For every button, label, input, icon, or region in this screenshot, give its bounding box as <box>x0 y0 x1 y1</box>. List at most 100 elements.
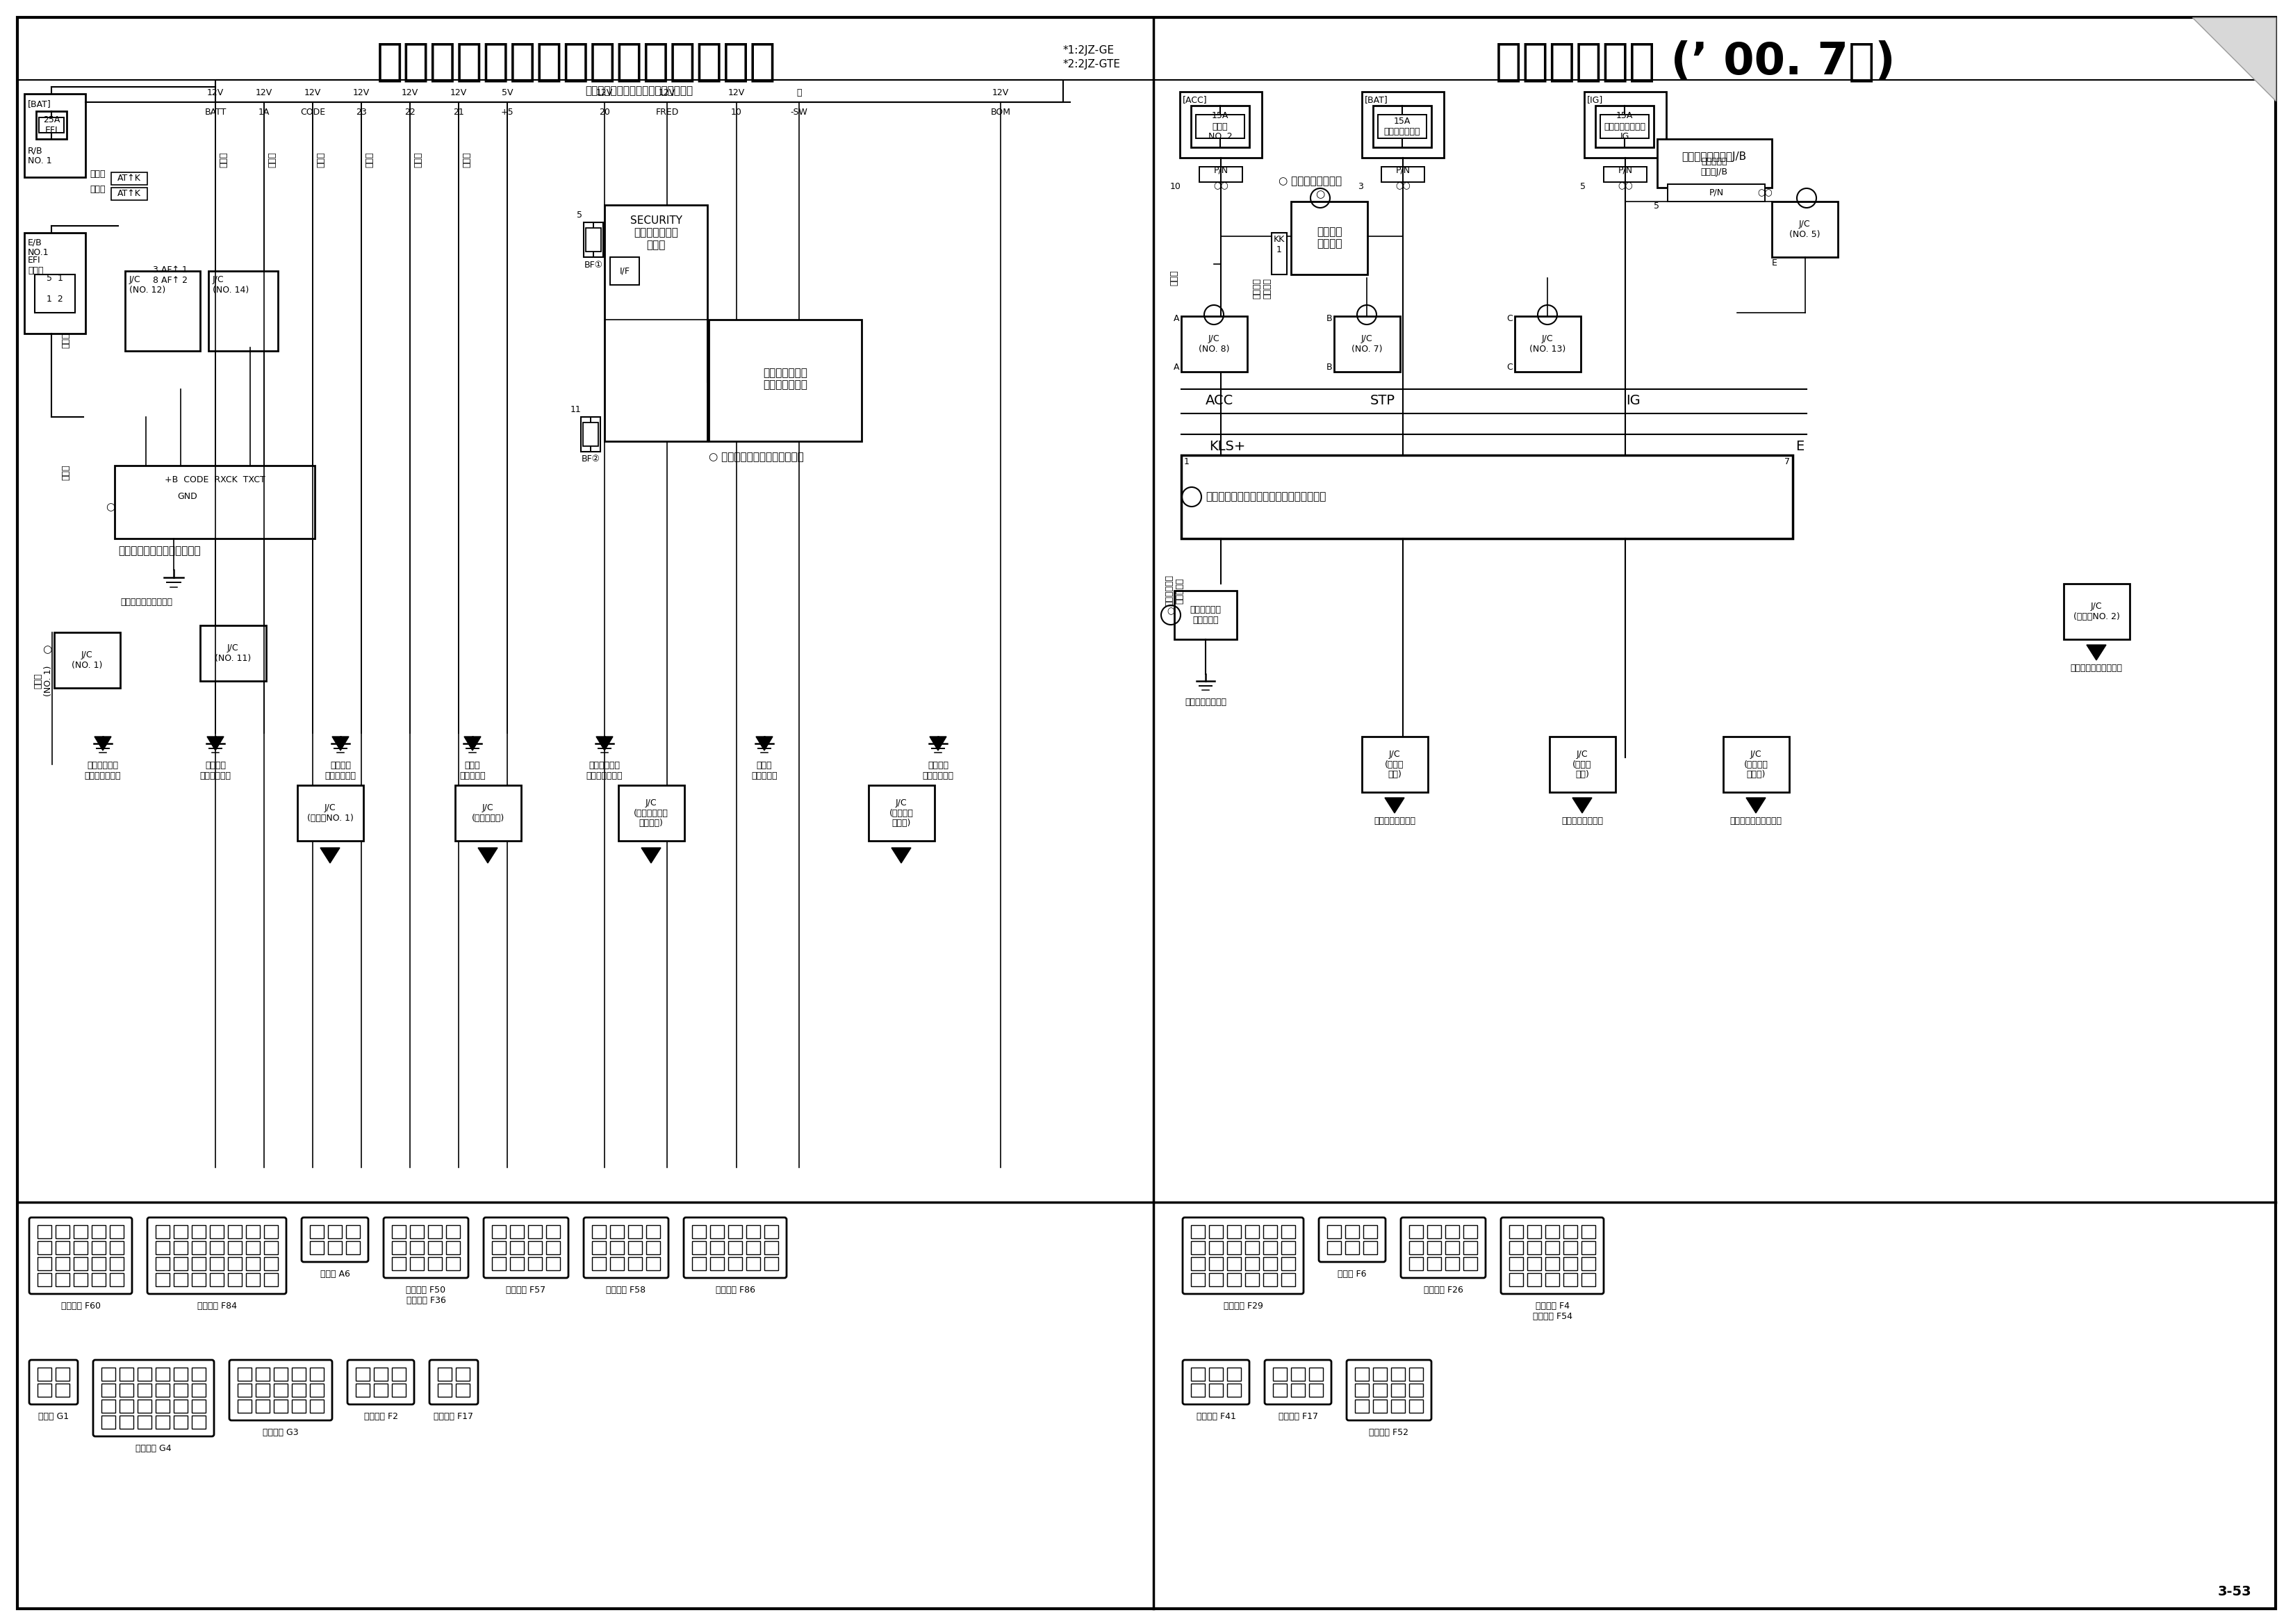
Bar <box>582 422 598 447</box>
Text: 乳白色ⓕ F60: 乳白色ⓕ F60 <box>62 1301 101 1311</box>
Text: ストップ
スイッチ: ストップ スイッチ <box>1316 226 1341 248</box>
Text: 21: 21 <box>454 107 463 117</box>
Bar <box>1181 91 1261 158</box>
Bar <box>764 1257 780 1270</box>
FancyBboxPatch shape <box>30 1218 133 1294</box>
Bar <box>456 1367 470 1380</box>
Bar <box>429 1241 443 1254</box>
Bar <box>1227 1257 1241 1270</box>
Bar <box>745 1257 761 1270</box>
Text: 5V: 5V <box>502 88 514 97</box>
Text: 5: 5 <box>578 211 582 219</box>
Bar <box>692 1226 706 1237</box>
Bar <box>2064 583 2130 640</box>
Text: +B  CODE  RXCK  TXCT: +B CODE RXCK TXCT <box>165 474 266 484</box>
Text: 15A
ストップランプ: 15A ストップランプ <box>1385 117 1419 136</box>
Bar <box>764 1241 780 1254</box>
Bar <box>1724 737 1789 793</box>
Bar <box>454 786 521 841</box>
Bar <box>110 1257 124 1270</box>
Bar <box>110 188 147 200</box>
Bar <box>509 1257 525 1270</box>
Bar <box>25 94 85 177</box>
Bar <box>328 1226 342 1237</box>
Bar <box>1362 1241 1378 1254</box>
Bar <box>1509 1257 1523 1270</box>
Bar <box>55 1241 69 1254</box>
Bar <box>92 1226 105 1237</box>
Bar <box>1408 1257 1424 1270</box>
Bar <box>1346 1226 1360 1237</box>
Bar <box>209 1226 225 1237</box>
Bar <box>1263 1241 1277 1254</box>
Bar <box>245 1257 259 1270</box>
Text: 23: 23 <box>355 107 367 117</box>
Bar <box>1545 1226 1559 1237</box>
Text: 12V: 12V <box>305 88 321 97</box>
Bar <box>592 1257 605 1270</box>
Text: 1: 1 <box>1183 458 1190 466</box>
Bar <box>1208 1257 1222 1270</box>
Text: 前色ⓕ F6: 前色ⓕ F6 <box>1337 1270 1367 1278</box>
Text: ○: ○ <box>105 502 115 513</box>
Text: J/C
(カウル中央): J/C (カウル中央) <box>472 804 504 823</box>
Bar <box>193 1257 206 1270</box>
Bar <box>727 1257 743 1270</box>
Polygon shape <box>1747 797 1766 814</box>
Bar <box>410 1226 424 1237</box>
Text: 7: 7 <box>1784 458 1791 466</box>
Bar <box>392 1226 406 1237</box>
Text: B: B <box>1325 362 1332 372</box>
Text: BOM: BOM <box>991 107 1011 117</box>
Text: 乳白色ⓕ F26: 乳白色ⓕ F26 <box>1424 1286 1463 1294</box>
Text: 12V: 12V <box>449 88 468 97</box>
Text: 乳白色ⓕ G3: 乳白色ⓕ G3 <box>264 1427 298 1437</box>
Text: P/N: P/N <box>1619 166 1633 175</box>
Bar <box>55 1367 69 1380</box>
Text: 左カウルサイドアース: 左カウルサイドアース <box>1729 817 1782 825</box>
Bar <box>392 1241 406 1254</box>
Bar <box>37 1257 53 1270</box>
Bar <box>73 1241 87 1254</box>
Bar <box>101 1367 115 1380</box>
Text: J/C
(NO. 13): J/C (NO. 13) <box>1529 335 1566 354</box>
Text: 5  1
  
1  2: 5 1 1 2 <box>46 274 64 304</box>
Bar <box>193 1273 206 1286</box>
Bar <box>1282 1241 1296 1254</box>
Text: A: A <box>1174 362 1179 372</box>
Text: 3: 3 <box>1357 182 1364 190</box>
Text: 乳白色ⓐ F52: 乳白色ⓐ F52 <box>1369 1427 1408 1437</box>
Bar <box>445 1226 461 1237</box>
Bar <box>1346 1241 1360 1254</box>
Bar <box>410 1241 424 1254</box>
Bar <box>238 1400 252 1413</box>
Text: 12V: 12V <box>658 88 676 97</box>
Bar <box>647 1257 660 1270</box>
Bar <box>585 222 603 257</box>
Bar <box>1564 1257 1578 1270</box>
Text: シフトロック
ソレノイド: シフトロック ソレノイド <box>1165 575 1183 606</box>
Text: 黒一黄: 黒一黄 <box>89 185 105 193</box>
Bar <box>1190 1273 1206 1286</box>
Bar <box>110 1226 124 1237</box>
Bar <box>1426 1257 1442 1270</box>
Bar <box>310 1400 323 1413</box>
FancyBboxPatch shape <box>349 1359 415 1405</box>
Bar <box>692 1241 706 1254</box>
Bar <box>1227 1226 1241 1237</box>
Bar <box>209 1257 225 1270</box>
Polygon shape <box>463 737 482 750</box>
Bar <box>1564 1241 1578 1254</box>
Text: 黒一白: 黒一白 <box>268 153 277 167</box>
Bar <box>227 1226 243 1237</box>
Text: ○ ストップスイッチ: ○ ストップスイッチ <box>1279 175 1341 187</box>
Polygon shape <box>892 848 910 862</box>
Text: 22: 22 <box>404 107 415 117</box>
Text: 15A
エレクトロニクス
IG: 15A エレクトロニクス IG <box>1603 112 1646 141</box>
Bar <box>1380 167 1424 182</box>
Bar <box>1582 1257 1596 1270</box>
Text: P/N: P/N <box>1396 166 1410 175</box>
Bar <box>1273 1367 1286 1380</box>
Bar <box>509 1241 525 1254</box>
Bar <box>110 1241 124 1254</box>
